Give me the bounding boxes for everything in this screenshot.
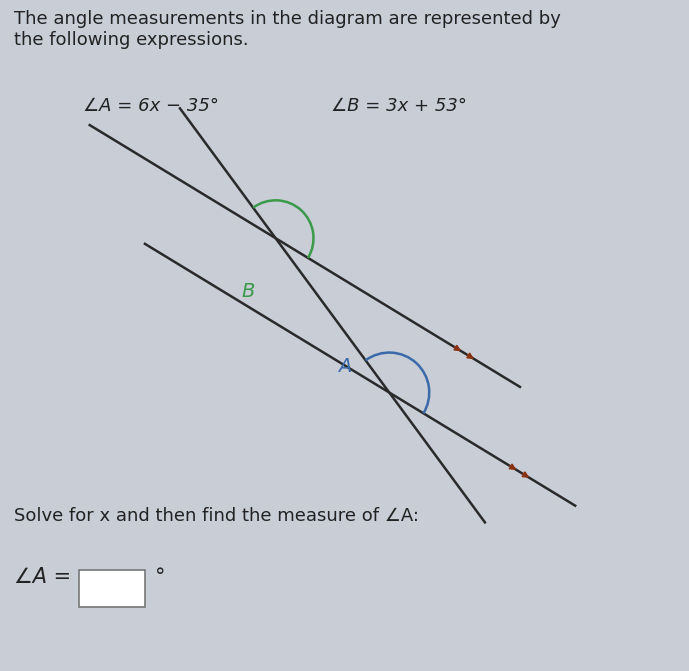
FancyBboxPatch shape bbox=[79, 570, 145, 607]
Text: ∠B = 3x + 53°: ∠B = 3x + 53° bbox=[331, 97, 466, 115]
Text: ∠A = 6x − 35°: ∠A = 6x − 35° bbox=[83, 97, 218, 115]
Text: B: B bbox=[241, 282, 255, 301]
Text: ∠A =: ∠A = bbox=[14, 567, 71, 587]
Text: A: A bbox=[338, 357, 351, 376]
Text: °: ° bbox=[155, 567, 165, 587]
Text: Solve for x and then find the measure of ∠A:: Solve for x and then find the measure of… bbox=[14, 507, 419, 525]
Text: The angle measurements in the diagram are represented by
the following expressio: The angle measurements in the diagram ar… bbox=[14, 10, 561, 49]
